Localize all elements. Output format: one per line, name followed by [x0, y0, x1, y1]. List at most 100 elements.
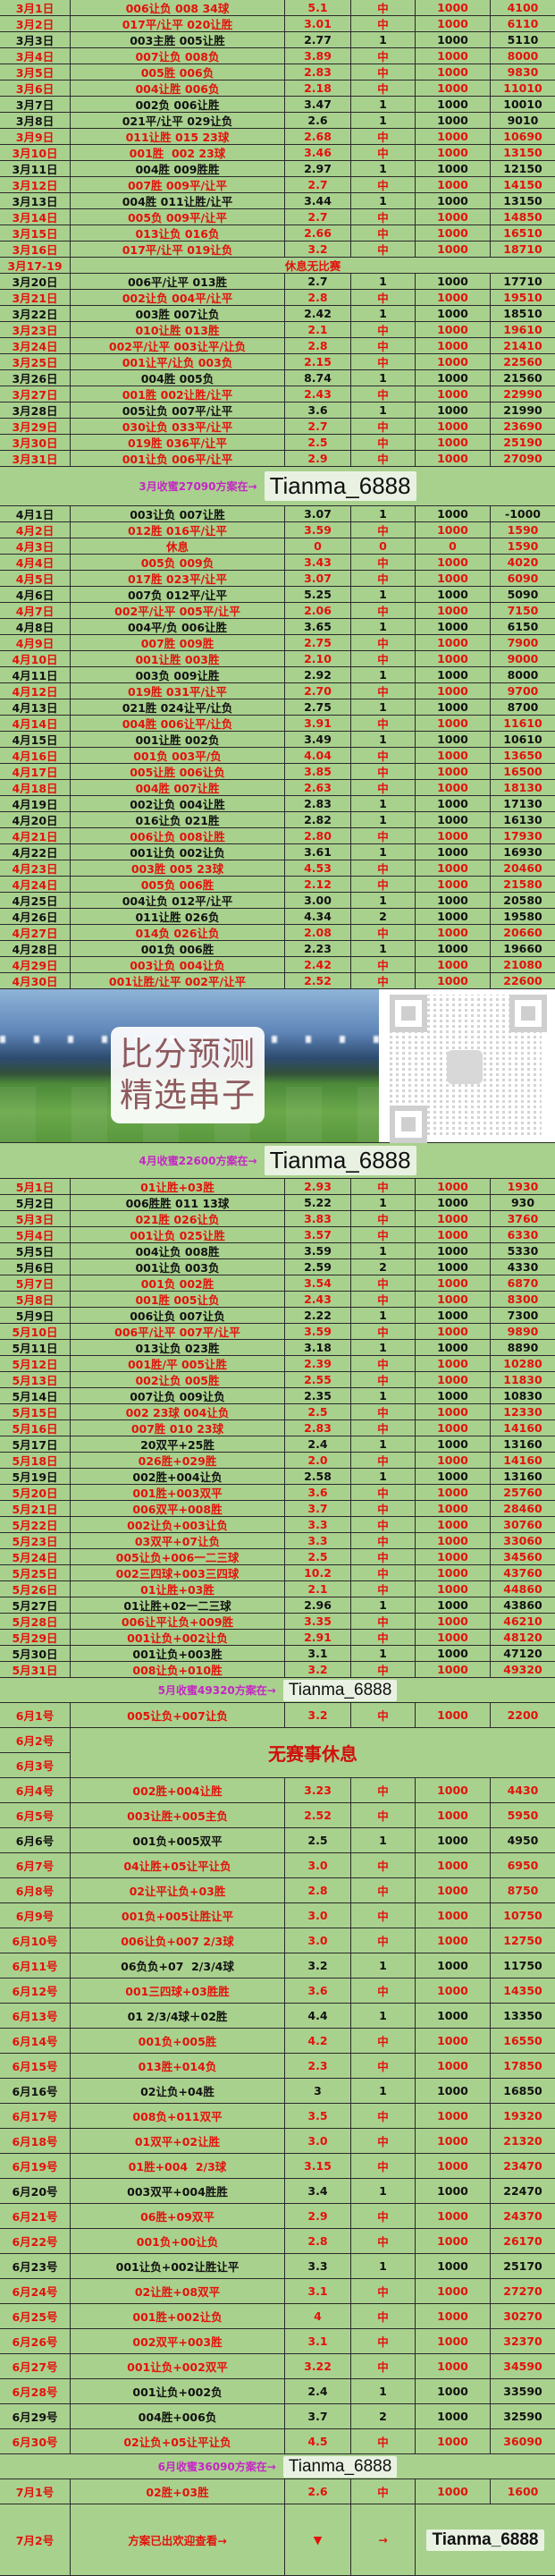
month-summary: 4月收蜜22600方案在→ Tianma_6888 [0, 1143, 555, 1179]
stake-cell: 1000 [416, 2079, 491, 2103]
stake-cell: 1000 [416, 145, 491, 160]
table-row: 4月8日 004平/负 006让胜 3.65 1 1000 6150 [0, 619, 555, 635]
total-cell: 19580 [503, 910, 542, 923]
total-cell: 4100 [507, 1, 539, 14]
total-cell: 10750 [503, 1909, 542, 1922]
date-cell: 4月19日 [0, 796, 71, 811]
total-cell: 14160 [503, 1421, 542, 1435]
odds-cell: 2.93 [285, 1179, 351, 1194]
stake-cell: 1000 [416, 1662, 491, 1677]
odds-cell: 3.2 [285, 1953, 351, 1978]
odds-cell: 5.1 [285, 0, 351, 15]
total-cell: 9000 [507, 652, 539, 665]
odds-cell: 2.35 [285, 1388, 351, 1403]
odds-cell: 2.43 [285, 1292, 351, 1307]
picks-cell: 002胜+004让负 [71, 1469, 285, 1484]
result-cell: 中 [351, 1211, 416, 1226]
odds-cell: 2.66 [285, 225, 351, 241]
table-row: 4月9日 007胜 009胜 2.75 中 1000 7900 [0, 635, 555, 651]
odds-cell: 3.65 [285, 619, 351, 634]
picks-cell: 06胜+09双平 [71, 2204, 285, 2228]
total-cell: 5330 [507, 1244, 539, 1258]
stake-cell: 1000 [416, 1953, 491, 1978]
picks-cell: 004胜+006负 [71, 2404, 285, 2428]
table-row: 3月4日 007让负 008负 3.89 中 1000 8000 [0, 48, 555, 64]
picks-cell: 021平/让平 029让负 [71, 113, 285, 128]
odds-cell: 3.1 [285, 2279, 351, 2303]
stake-cell: 1000 [416, 764, 491, 779]
odds-cell: 2.0 [285, 1453, 351, 1468]
odds-cell: 3.3 [285, 1517, 351, 1532]
picks-cell: 007让负 009让负 [71, 1388, 285, 1403]
result-cell: 1 [351, 1436, 416, 1452]
date-cell: 5月22日 [0, 1517, 71, 1532]
result-cell: 中 [351, 1324, 416, 1339]
total-cell: 17930 [503, 829, 542, 843]
stake-cell: 1000 [416, 699, 491, 715]
odds-cell: 2.83 [285, 796, 351, 811]
odds-cell: 2.63 [285, 780, 351, 795]
picks-cell: 003让胜+005主负 [71, 1803, 285, 1827]
date-cell: 5月16日 [0, 1420, 71, 1436]
stake-cell: 1000 [416, 1485, 491, 1500]
date-cell: 4月2日 [0, 522, 71, 538]
picks-cell: 001负+005胜 [71, 2029, 285, 2053]
date-cell: 4月21日 [0, 828, 71, 843]
stake-cell: 1000 [416, 129, 491, 144]
result-cell: 1 [351, 32, 416, 47]
odds-cell: 2.8 [285, 338, 351, 353]
result-cell: 中 [351, 2429, 416, 2453]
picks-cell: 001三四球+03胜胜 [71, 1979, 285, 2003]
date-cell: 6月26号 [0, 2329, 71, 2353]
date-cell: 3月12日 [0, 177, 71, 192]
odds-cell: 2.7 [285, 419, 351, 434]
stake-cell: 1000 [416, 1778, 491, 1802]
odds-cell: 2.70 [285, 683, 351, 699]
result-cell: 1 [351, 2379, 416, 2403]
odds-cell: 2.7 [285, 274, 351, 289]
table-row: 3月5日 005胜 006负 2.83 中 1000 9830 [0, 64, 555, 80]
odds-cell: 3.54 [285, 1275, 351, 1291]
table-row: 7月1号 02胜+03胜 2.6 中 1000 1600 [0, 2479, 555, 2504]
result-cell: 2 [351, 909, 416, 924]
date-cell: 5月3日 [0, 1211, 71, 1226]
total-cell: 16130 [503, 813, 542, 826]
table-row: 3月24日 002平/让平 003让平/让负 2.8 中 1000 21410 [0, 338, 555, 354]
odds-cell: 3.1 [285, 2329, 351, 2353]
result-cell: 中 [351, 1630, 416, 1645]
picks-cell: 002负 006让胜 [71, 97, 285, 112]
table-row: 5月2日 006胜胜 011 13球 5.22 1 1000 930 [0, 1195, 555, 1211]
picks-cell: 008让负+010胜 [71, 1662, 285, 1677]
result-cell: 中 [351, 1485, 416, 1500]
odds-cell: 4.5 [285, 2429, 351, 2453]
table-row: 4月23日 003胜 005 23球 4.53 中 1000 20460 [0, 860, 555, 877]
table-row: 5月26日 01让胜+03胜 2.1 中 1000 44860 [0, 1581, 555, 1597]
result-cell: 1 [351, 1953, 416, 1978]
stake-cell: 1000 [416, 322, 491, 337]
total-cell: 16550 [503, 2034, 542, 2047]
table-row: 4月1日 003让负 007让胜 3.07 1 1000 -1000 [0, 506, 555, 522]
stake-cell: 1000 [416, 651, 491, 666]
picks-cell: 02让胜+08双平 [71, 2279, 285, 2303]
result-cell: 1 [351, 506, 416, 521]
total-cell: 7900 [507, 636, 539, 649]
odds-cell: 3.7 [285, 1501, 351, 1516]
table-row: 3月26日 004胜 005负 8.74 1 1000 21560 [0, 370, 555, 386]
stake-cell: 1000 [416, 860, 491, 876]
table-row: 3月6日 004让胜 006负 2.18 中 1000 11010 [0, 80, 555, 97]
stake-cell: 1000 [416, 812, 491, 827]
total-cell: 21560 [503, 371, 542, 385]
table-row: 4月5日 017胜 023平/让平 3.07 中 1000 6090 [0, 571, 555, 587]
date-cell: 6月18号 [0, 2129, 71, 2153]
date-cell: 4月13日 [0, 699, 71, 715]
stake-cell: 1000 [416, 2279, 491, 2303]
total-cell: 8000 [507, 49, 539, 63]
date-cell: 5月31日 [0, 1662, 71, 1677]
stake-cell: 1000 [416, 1356, 491, 1371]
date-cell: 5月1日 [0, 1179, 71, 1194]
date-cell: 4月25日 [0, 893, 71, 908]
result-cell: 中 [351, 451, 416, 466]
picks-cell: 008负+011双平 [71, 2104, 285, 2128]
date-cell: 3月13日 [0, 193, 71, 208]
date-cell: 5月24日 [0, 1549, 71, 1564]
